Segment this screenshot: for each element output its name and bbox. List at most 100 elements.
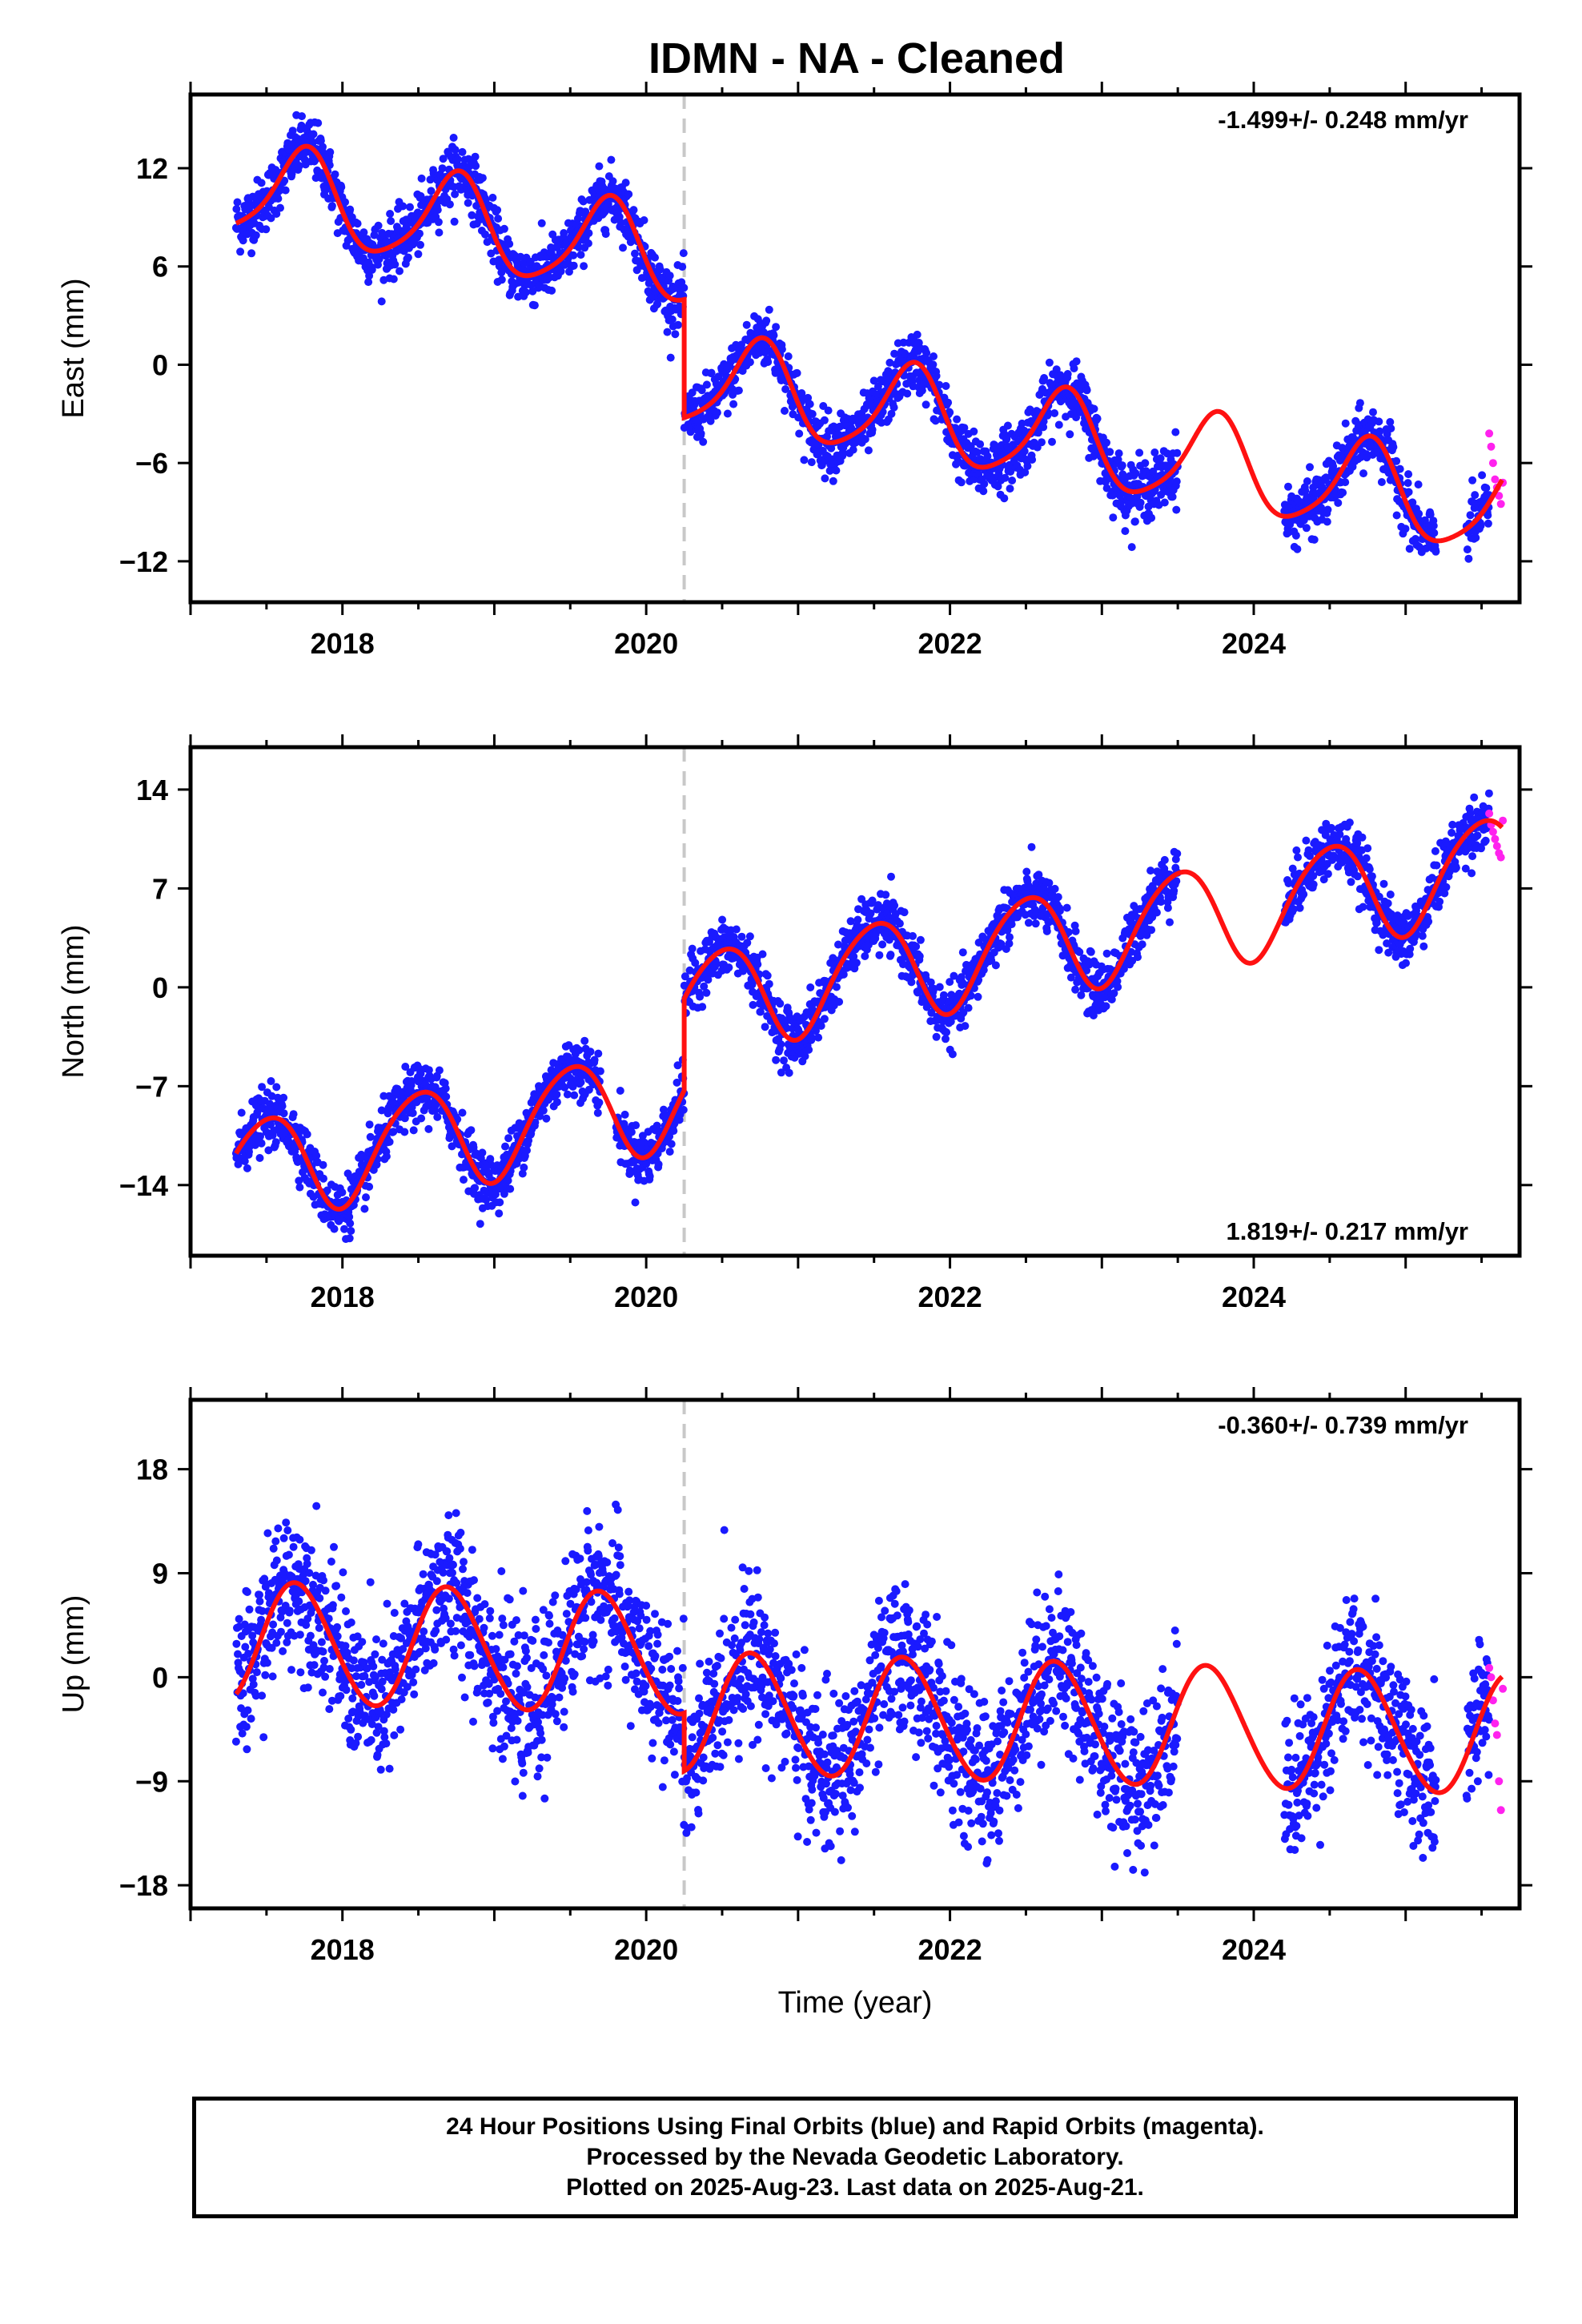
final-point — [314, 119, 323, 127]
final-point — [458, 1108, 467, 1117]
final-point — [312, 1152, 321, 1160]
final-point — [772, 1055, 781, 1064]
final-point — [679, 1105, 688, 1114]
final-point — [495, 1209, 504, 1218]
final-point — [729, 400, 738, 408]
final-point — [909, 931, 917, 940]
final-point — [697, 386, 706, 395]
final-point — [375, 255, 383, 263]
final-point — [697, 429, 705, 438]
final-point — [714, 372, 723, 381]
final-point — [1114, 983, 1122, 991]
final-point — [1160, 498, 1169, 507]
final-point — [1102, 949, 1111, 958]
final-point — [516, 252, 525, 261]
final-point — [345, 1212, 354, 1221]
final-point — [1031, 919, 1040, 928]
final-point — [346, 1219, 355, 1228]
final-point — [781, 407, 789, 415]
final-point — [523, 1146, 531, 1155]
final-point — [1163, 903, 1172, 912]
final-point — [416, 240, 424, 249]
final-point — [271, 1138, 280, 1147]
final-point — [404, 253, 412, 262]
final-point — [280, 176, 289, 185]
final-point — [1039, 423, 1048, 432]
final-point — [935, 380, 944, 389]
final-point — [932, 372, 941, 380]
final-point — [1387, 424, 1395, 432]
final-point — [478, 1148, 487, 1157]
final-point — [761, 1023, 769, 1031]
final-point — [976, 440, 985, 448]
final-point — [681, 972, 689, 981]
final-point — [575, 1046, 584, 1055]
final-point — [974, 992, 982, 1001]
final-point — [820, 1015, 829, 1023]
final-orbit-points — [231, 111, 1493, 563]
y-tick-label: 6 — [152, 251, 168, 283]
final-point — [1463, 545, 1472, 554]
final-point — [895, 919, 904, 928]
final-point — [1127, 543, 1136, 552]
final-point — [1359, 469, 1367, 478]
final-point — [929, 360, 938, 369]
final-point — [835, 998, 844, 1006]
final-point — [912, 942, 921, 951]
final-point — [1147, 926, 1156, 935]
final-point — [1005, 939, 1014, 948]
final-point — [631, 249, 639, 258]
final-point — [1034, 870, 1043, 879]
final-point — [922, 348, 931, 357]
y-tick-label: −12 — [119, 545, 168, 578]
final-point — [673, 1061, 682, 1070]
chart-title: IDMN - NA - Cleaned — [648, 34, 1065, 82]
final-point — [1075, 947, 1084, 956]
final-point — [593, 1108, 602, 1117]
final-point — [274, 195, 283, 203]
final-point — [769, 331, 778, 340]
final-point — [869, 376, 878, 385]
final-point — [367, 265, 376, 274]
final-point — [1001, 473, 1010, 482]
final-point — [451, 146, 460, 154]
final-point — [1007, 920, 1016, 929]
final-point — [1404, 470, 1413, 479]
final-point — [1408, 498, 1417, 507]
final-point — [890, 901, 899, 910]
final-point — [885, 358, 894, 367]
final-point — [1070, 364, 1078, 372]
final-point — [680, 283, 689, 292]
final-point — [656, 265, 665, 274]
final-point — [448, 1142, 456, 1151]
plot-frame — [188, 92, 1522, 605]
final-point — [493, 206, 502, 215]
final-point — [784, 352, 793, 360]
final-point — [1071, 927, 1080, 935]
final-point — [505, 239, 514, 248]
rate-label: -1.499+/- 0.248 mm/yr — [1218, 106, 1468, 134]
final-point — [1173, 849, 1182, 858]
final-point — [1118, 461, 1126, 470]
final-point — [340, 1224, 348, 1233]
final-point — [861, 952, 869, 960]
final-point — [707, 368, 716, 377]
final-point — [416, 1069, 425, 1078]
final-point — [236, 247, 245, 256]
final-point — [1040, 374, 1049, 382]
final-point — [276, 203, 284, 212]
final-point — [364, 278, 373, 287]
final-point — [1022, 867, 1031, 876]
final-point — [621, 179, 630, 187]
final-point — [651, 253, 659, 262]
final-point — [725, 963, 733, 972]
final-point — [434, 218, 443, 227]
final-point — [501, 1142, 509, 1151]
final-point — [698, 1003, 707, 1011]
final-point — [1006, 485, 1014, 493]
final-point — [1478, 471, 1487, 480]
final-point — [820, 416, 829, 424]
final-point — [1172, 877, 1181, 886]
